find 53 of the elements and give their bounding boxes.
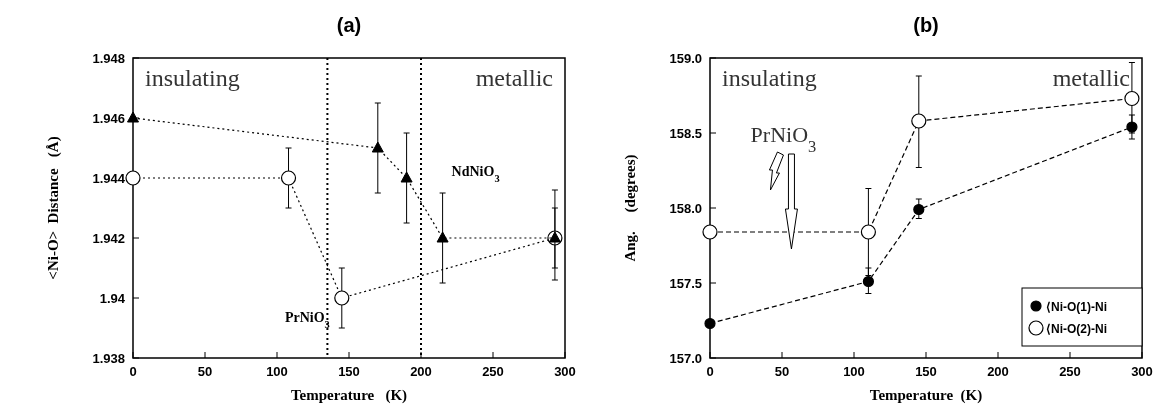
x-tick-label: 300 — [554, 364, 576, 379]
annotation: metallic — [1052, 65, 1130, 91]
y-tick-label: 159.0 — [669, 51, 702, 66]
point — [702, 224, 718, 240]
x-tick-label: 50 — [774, 364, 790, 379]
x-tick-label: 0 — [129, 364, 137, 379]
point — [911, 113, 927, 129]
point — [913, 203, 925, 216]
text: NdNiO$_{3}$ — [451, 164, 500, 184]
x-tick-label: 150 — [338, 364, 360, 379]
y-tick-label: 158.5 — [669, 126, 702, 141]
chart-title: (a) — [336, 14, 362, 36]
point — [704, 317, 716, 330]
x-tick-label: 300 — [1131, 364, 1153, 379]
x-tick-label: 150 — [915, 364, 937, 379]
y-axis-title: <Ni-O> Distance (Å) — [45, 136, 62, 280]
point — [862, 275, 874, 288]
legend-label: ⟨Ni-O(2)-Ni — [1046, 322, 1107, 336]
annotation: metallic — [475, 65, 553, 91]
annotation: insulating — [722, 65, 817, 91]
point — [127, 111, 139, 123]
x-tick-label: 100 — [843, 364, 865, 379]
point — [400, 171, 413, 183]
x-tick-label: 250 — [482, 364, 504, 379]
point — [436, 231, 449, 243]
point — [125, 170, 141, 186]
point — [334, 290, 350, 306]
y-tick-label: 1.948 — [92, 51, 125, 66]
y-tick-label: 158.0 — [669, 201, 702, 216]
point — [371, 141, 384, 153]
annotation: PrNiO$_{3}$ — [750, 122, 817, 156]
annotation: insulating — [145, 65, 240, 91]
x-tick-label: 200 — [410, 364, 432, 379]
y-axis-title: Ang. (degrees) — [622, 154, 639, 262]
y-tick-label: 157.5 — [669, 276, 702, 291]
x-tick-label: 250 — [1059, 364, 1081, 379]
point — [860, 224, 876, 240]
chart-title: (b) — [913, 14, 939, 36]
x-axis-title: Temperature (K) — [290, 387, 408, 404]
point — [280, 170, 297, 186]
y-tick-label: 1.946 — [92, 111, 125, 126]
point — [1124, 90, 1140, 107]
y-tick-label: 1.938 — [92, 351, 125, 366]
x-tick-label: 50 — [197, 364, 213, 379]
legend-label: ⟨Ni-O(1)-Ni — [1046, 300, 1107, 314]
y-tick-label: 1.94 — [99, 291, 126, 306]
x-tick-label: 0 — [706, 364, 714, 379]
y-tick-label: 157.0 — [669, 351, 702, 366]
x-axis-title: Temperature (K) — [869, 387, 983, 404]
y-tick-label: 1.942 — [92, 231, 125, 246]
x-tick-label: 200 — [987, 364, 1009, 379]
y-tick-label: 1.944 — [92, 171, 126, 186]
x-tick-label: 100 — [266, 364, 288, 379]
